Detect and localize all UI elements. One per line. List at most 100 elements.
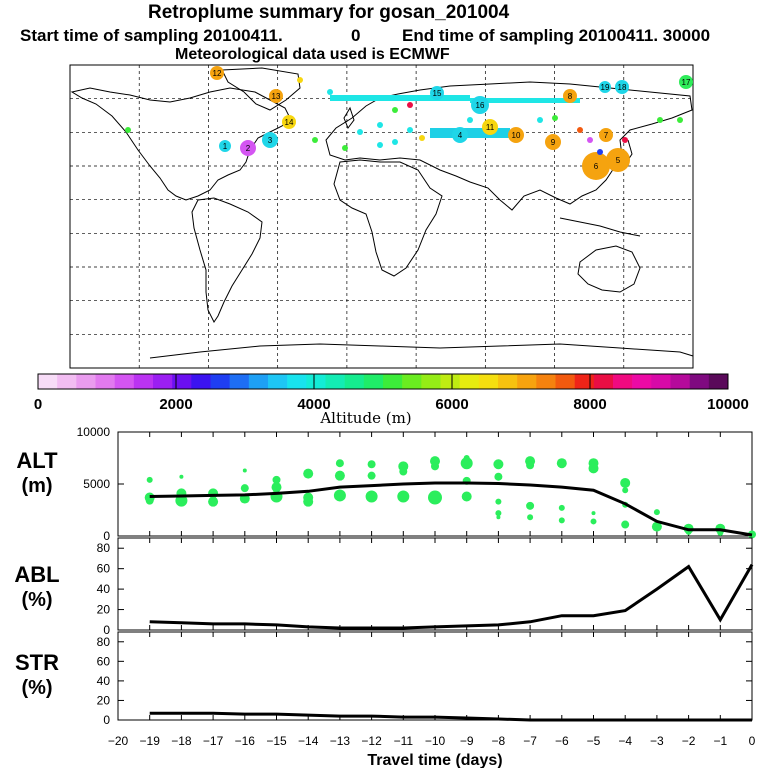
altitude-point (145, 496, 154, 505)
y-tick-label: 80 (97, 635, 111, 649)
plume-dot (240, 140, 256, 156)
colorbar-tick-label: 6000 (435, 396, 468, 413)
x-tick-label: −3 (650, 734, 664, 748)
altitude-point (399, 467, 408, 476)
plume-dot (545, 134, 561, 150)
altitude-point (367, 460, 376, 469)
altitude-point (240, 484, 249, 493)
plume-label: 14 (285, 118, 294, 127)
altitude-point (397, 490, 410, 503)
plume-dot-small (357, 129, 363, 135)
altitude-point (333, 489, 346, 502)
plume-dot (606, 148, 630, 172)
x-tick-label: −7 (523, 734, 537, 748)
altitude-point (588, 463, 599, 474)
str-panel: 0 20 40 60 80 STR(%) (15, 631, 753, 727)
plume-dot-small (657, 117, 663, 123)
y-tick-label: 0 (103, 529, 110, 543)
altitude-point (272, 475, 281, 484)
antarctica-coast (149, 343, 694, 359)
plume-dot-small (392, 139, 398, 145)
end-time-label: End time of sampling 20100411. 30000 (402, 26, 711, 45)
plume-dot (599, 81, 611, 93)
plume-dot-small (377, 122, 383, 128)
altitude-point (590, 518, 597, 525)
altitude-point (527, 514, 534, 521)
colorbar-tick-label: 8000 (573, 396, 606, 413)
plume-label: 9 (551, 138, 556, 147)
colorbar-cell (191, 374, 211, 389)
colorbar-cell (574, 374, 595, 389)
altitude-point (621, 520, 630, 529)
y-tick-label: 40 (97, 582, 111, 596)
colorbar-xlabel: Altitude (m) (319, 409, 411, 427)
colorbar-cell (38, 374, 58, 389)
altitude-point (622, 487, 629, 494)
colorbar-cell (670, 374, 690, 389)
start-time-label: Start time of sampling 20100411. (20, 26, 283, 45)
plume-dot (210, 66, 224, 80)
altitude-point (495, 510, 502, 517)
altitude-point (494, 472, 503, 481)
plume-dot-small (622, 137, 628, 143)
altitude-point (271, 482, 282, 493)
colorbar-cell (287, 374, 307, 389)
altitude-colorbar: 0 2000 4000 6000 8000 10000 Altitude (m) (34, 373, 749, 427)
plume-label: 2 (246, 144, 251, 153)
greenland-coast (221, 67, 301, 111)
trajectory-band-cyan-3 (430, 128, 510, 138)
altitude-point (365, 490, 378, 503)
plume-label: 4 (458, 131, 463, 140)
altitude-point (367, 471, 376, 480)
plume-dot-small (327, 89, 333, 95)
altitude-point (620, 477, 631, 488)
altitude-point (493, 459, 504, 470)
colorbar-tick-label: 2000 (159, 396, 192, 413)
plume-dot (508, 127, 524, 143)
altitude-point (651, 521, 662, 532)
panel-yunit: (%) (21, 589, 52, 611)
altitude-point (556, 458, 567, 469)
colorbar-cell (76, 374, 96, 389)
trajectory-band-cyan-2 (470, 98, 580, 103)
australia-coast (577, 245, 641, 293)
altitude-point (558, 517, 565, 524)
colorbar-cell (402, 374, 422, 389)
plume-dot-small (467, 117, 473, 123)
altitude-point (526, 501, 535, 510)
y-tick-label: 60 (97, 562, 111, 576)
y-tick-label: 20 (97, 603, 111, 617)
plume-dot-small (597, 149, 603, 155)
plume-label: 6 (594, 162, 599, 171)
altitude-point (495, 498, 502, 505)
x-tick-label: −8 (492, 734, 506, 748)
plume-label: 16 (476, 101, 485, 110)
plume-dot-small (407, 127, 413, 133)
y-tick-label: 80 (97, 541, 111, 555)
colorbar-cell (268, 374, 288, 389)
altitude-point (431, 462, 439, 471)
panel-yunit: (m) (21, 475, 52, 497)
abl-panel: 0 20 40 60 80 ABL(%) (14, 537, 754, 637)
plume-dot-small (125, 127, 131, 133)
colorbar-cell (363, 374, 384, 389)
map-gridlines (70, 65, 693, 368)
altitude-point (591, 511, 596, 516)
plume-dot-small (407, 102, 413, 108)
panel-ylabel: ABL (14, 562, 59, 587)
plume-label: 8 (568, 92, 573, 101)
plume-dot-small (677, 117, 683, 123)
plume-dot-small (377, 142, 383, 148)
altitude-point (496, 515, 501, 520)
plume-dot (269, 89, 283, 103)
plume-label: 11 (486, 123, 495, 132)
plume-label: 7 (604, 131, 609, 140)
plume-dot-small (577, 127, 583, 133)
panel-yunit: (%) (21, 677, 52, 699)
alt-mean-line (149, 481, 753, 537)
colorbar-cell (172, 374, 192, 389)
altitude-point (461, 491, 472, 502)
altitude-point (460, 457, 473, 470)
colorbar-cell (708, 374, 729, 389)
x-axis-label: Travel time (days) (367, 752, 502, 768)
